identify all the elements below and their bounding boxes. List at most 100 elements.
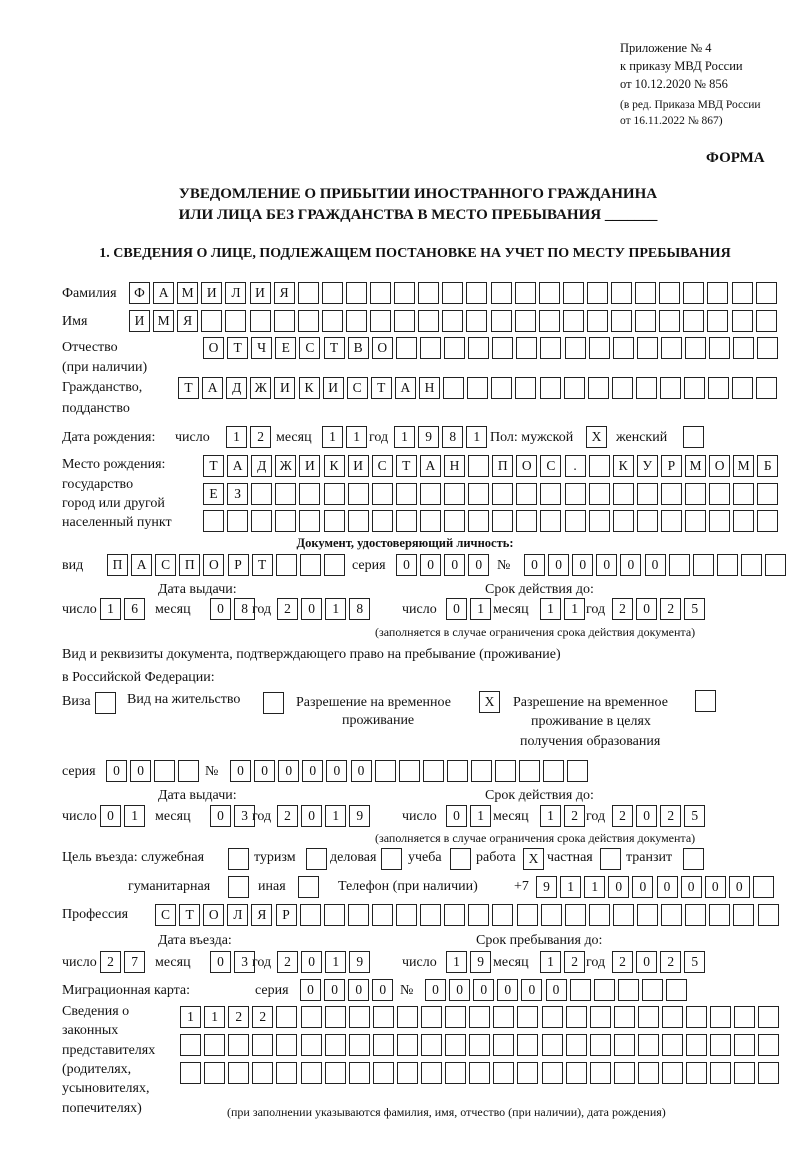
char-cell[interactable]: 0: [473, 979, 495, 1001]
char-cell[interactable]: [757, 904, 779, 926]
char-cell[interactable]: [660, 337, 682, 359]
char-cell[interactable]: [755, 310, 777, 332]
char-cell[interactable]: 0: [572, 554, 594, 576]
char-cell[interactable]: 1: [204, 1006, 226, 1028]
char-cell[interactable]: 9: [470, 951, 492, 973]
char-cell[interactable]: Р: [227, 554, 249, 576]
char-cell[interactable]: [469, 1062, 491, 1084]
char-cell[interactable]: [321, 282, 343, 304]
char-cell[interactable]: [567, 760, 589, 782]
char-cell[interactable]: [541, 1034, 563, 1056]
char-cell[interactable]: [299, 510, 321, 532]
char-cell[interactable]: [178, 760, 200, 782]
char-cell[interactable]: Я: [251, 904, 273, 926]
char-cell[interactable]: [299, 483, 321, 505]
char-cell[interactable]: [563, 377, 585, 399]
purpose-service-checkbox[interactable]: [228, 848, 252, 870]
char-cell[interactable]: [204, 1062, 226, 1084]
char-cell[interactable]: [444, 510, 465, 532]
char-cell[interactable]: [228, 1034, 250, 1056]
char-cell[interactable]: [492, 510, 514, 532]
char-cell[interactable]: [514, 310, 536, 332]
char-cell[interactable]: [683, 310, 705, 332]
char-cell[interactable]: 2: [564, 805, 586, 827]
char-cell[interactable]: 0: [130, 760, 152, 782]
char-cell[interactable]: [617, 979, 639, 1001]
char-cell[interactable]: 1: [446, 951, 467, 973]
char-cell[interactable]: 0: [524, 554, 545, 576]
char-cell[interactable]: 0: [596, 554, 618, 576]
char-cell[interactable]: [636, 483, 658, 505]
char-cell[interactable]: 1: [325, 805, 347, 827]
char-cell[interactable]: [276, 1006, 298, 1028]
char-cell[interactable]: [471, 760, 492, 782]
char-cell[interactable]: 0: [106, 760, 127, 782]
char-cell[interactable]: [517, 1062, 539, 1084]
char-cell[interactable]: [707, 282, 729, 304]
char-cell[interactable]: 0: [636, 598, 658, 620]
char-cell[interactable]: [538, 310, 560, 332]
char-cell[interactable]: [95, 692, 116, 714]
char-cell[interactable]: 0: [644, 554, 666, 576]
char-cell[interactable]: [396, 904, 417, 926]
char-cell[interactable]: [418, 310, 440, 332]
char-cell[interactable]: [569, 979, 591, 1001]
purpose-private-checkbox[interactable]: [600, 848, 624, 870]
char-cell[interactable]: У: [636, 455, 658, 477]
char-cell[interactable]: 9: [349, 951, 371, 973]
char-cell[interactable]: [564, 483, 586, 505]
char-cell[interactable]: [683, 848, 704, 870]
char-cell[interactable]: .: [564, 455, 586, 477]
char-cell[interactable]: 0: [497, 979, 519, 1001]
char-cell[interactable]: Д: [251, 455, 273, 477]
char-cell[interactable]: Ч: [251, 337, 273, 359]
char-cell[interactable]: [685, 510, 706, 532]
char-cell[interactable]: [421, 1062, 442, 1084]
char-cell[interactable]: [612, 510, 634, 532]
char-cell[interactable]: [297, 310, 319, 332]
char-cell[interactable]: [662, 1006, 683, 1028]
char-cell[interactable]: [709, 904, 731, 926]
char-cell[interactable]: 1: [325, 598, 347, 620]
char-cell[interactable]: Р: [660, 455, 682, 477]
char-cell[interactable]: [685, 904, 707, 926]
char-cell[interactable]: [442, 310, 464, 332]
char-cell[interactable]: [660, 483, 682, 505]
char-cell[interactable]: [228, 1062, 250, 1084]
char-cell[interactable]: [466, 282, 488, 304]
char-cell[interactable]: 0: [350, 760, 372, 782]
char-cell[interactable]: 0: [608, 876, 630, 898]
char-cell[interactable]: О: [203, 554, 225, 576]
purpose-work-checkbox[interactable]: X: [523, 848, 547, 870]
char-cell[interactable]: [708, 377, 730, 399]
char-cell[interactable]: [611, 310, 632, 332]
char-cell[interactable]: М: [153, 310, 175, 332]
char-cell[interactable]: [249, 310, 271, 332]
char-cell[interactable]: [600, 848, 621, 870]
char-cell[interactable]: [589, 1062, 611, 1084]
char-cell[interactable]: [345, 310, 367, 332]
char-cell[interactable]: О: [371, 337, 393, 359]
char-cell[interactable]: [299, 904, 321, 926]
char-cell[interactable]: К: [298, 377, 320, 399]
char-cell[interactable]: [539, 377, 561, 399]
char-cell[interactable]: [637, 1006, 659, 1028]
char-cell[interactable]: [695, 690, 716, 712]
char-cell[interactable]: 0: [632, 876, 654, 898]
char-cell[interactable]: [565, 1006, 587, 1028]
char-cell[interactable]: [587, 377, 609, 399]
char-cell[interactable]: Р: [275, 904, 297, 926]
char-cell[interactable]: 1: [564, 598, 586, 620]
char-cell[interactable]: [683, 282, 705, 304]
char-cell[interactable]: [180, 1034, 201, 1056]
char-cell[interactable]: [692, 554, 714, 576]
char-cell[interactable]: [180, 1062, 201, 1084]
